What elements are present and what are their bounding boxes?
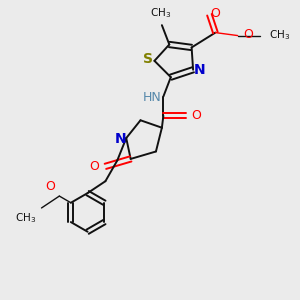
Text: O: O: [243, 28, 253, 41]
Text: O: O: [45, 180, 55, 193]
Text: CH$_3$: CH$_3$: [269, 28, 290, 42]
Text: HN: HN: [143, 91, 162, 103]
Text: N: N: [194, 63, 206, 77]
Text: N: N: [115, 132, 126, 146]
Text: O: O: [90, 160, 100, 173]
Text: S: S: [143, 52, 153, 66]
Text: CH$_3$: CH$_3$: [15, 211, 36, 225]
Text: CH$_3$: CH$_3$: [150, 6, 171, 20]
Text: O: O: [192, 109, 202, 122]
Text: O: O: [211, 7, 220, 20]
